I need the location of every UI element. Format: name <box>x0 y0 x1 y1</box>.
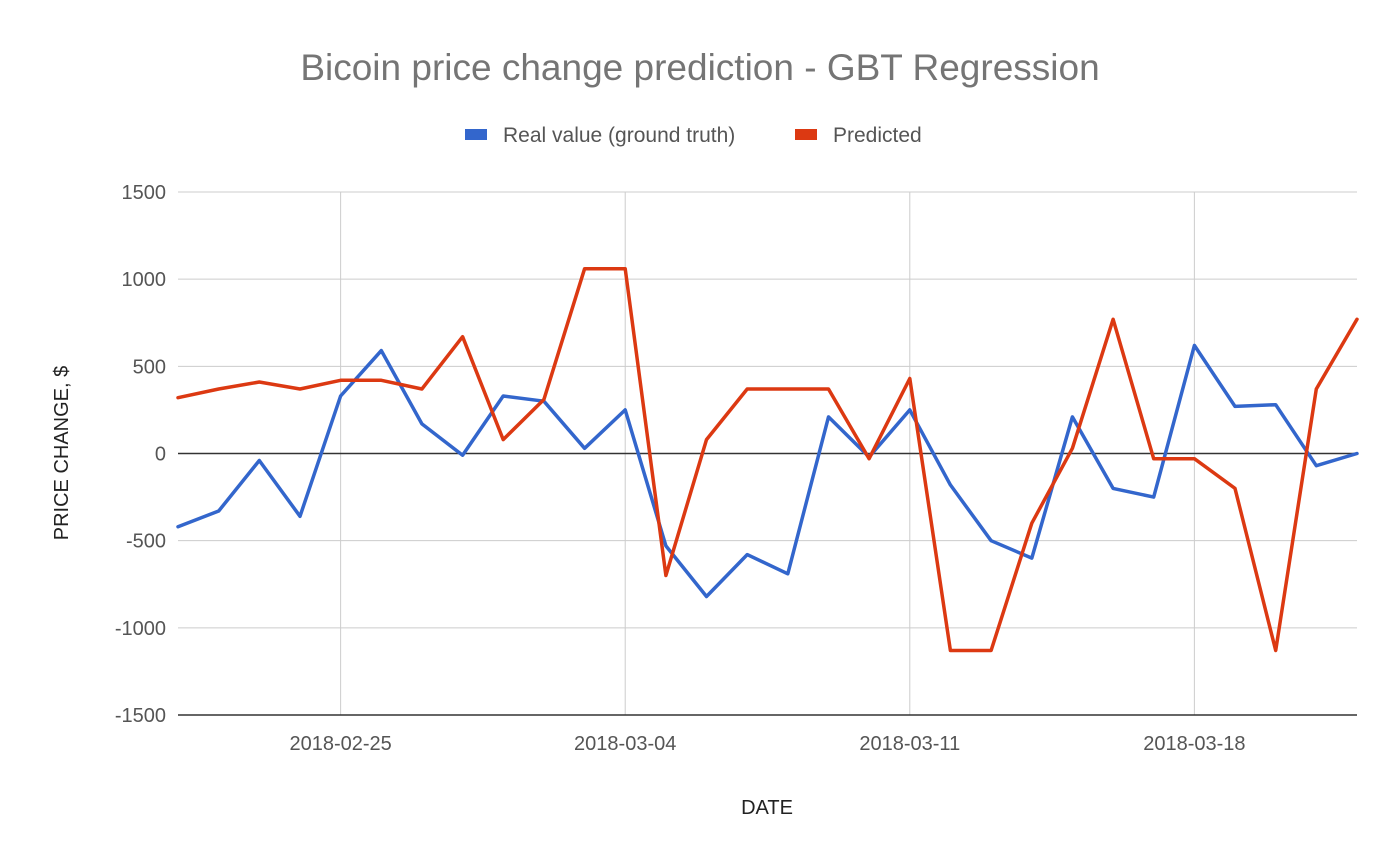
y-tick-label: 1500 <box>122 182 167 204</box>
x-axis-title: DATE <box>741 797 793 819</box>
x-tick-label: 2018-03-18 <box>1143 733 1245 755</box>
y-tick-label: 500 <box>133 356 166 378</box>
y-tick-label: -1000 <box>115 618 166 640</box>
y-axis-tick-labels: 1500 1000 500 0 -500 -1000 -1500 <box>115 182 166 727</box>
y-tick-label: 1000 <box>122 269 167 291</box>
x-tick-label: 2018-02-25 <box>289 733 391 755</box>
horizontal-gridlines <box>178 191 1357 629</box>
series-line-real-value <box>176 343 1359 599</box>
y-tick-label: 0 <box>155 444 166 466</box>
chart-title: Bicoin price change prediction - GBT Reg… <box>300 47 1099 88</box>
series-line-predicted <box>176 266 1359 653</box>
x-axis-tick-labels: 2018-02-25 2018-03-04 2018-03-11 2018-03-18 <box>289 733 1245 755</box>
legend-label-predicted: Predicted <box>833 124 922 147</box>
legend-swatch-predicted <box>795 129 817 140</box>
legend: Real value (ground truth) Predicted <box>465 124 922 147</box>
x-tick-label: 2018-03-04 <box>574 733 676 755</box>
legend-label-real: Real value (ground truth) <box>503 124 735 147</box>
y-axis-title: PRICE CHANGE, $ <box>51 366 73 540</box>
y-tick-label: -1500 <box>115 705 166 727</box>
series-lines <box>176 266 1359 653</box>
x-tick-label: 2018-03-11 <box>859 733 960 755</box>
y-tick-label: -500 <box>126 531 166 553</box>
legend-swatch-real <box>465 129 487 140</box>
